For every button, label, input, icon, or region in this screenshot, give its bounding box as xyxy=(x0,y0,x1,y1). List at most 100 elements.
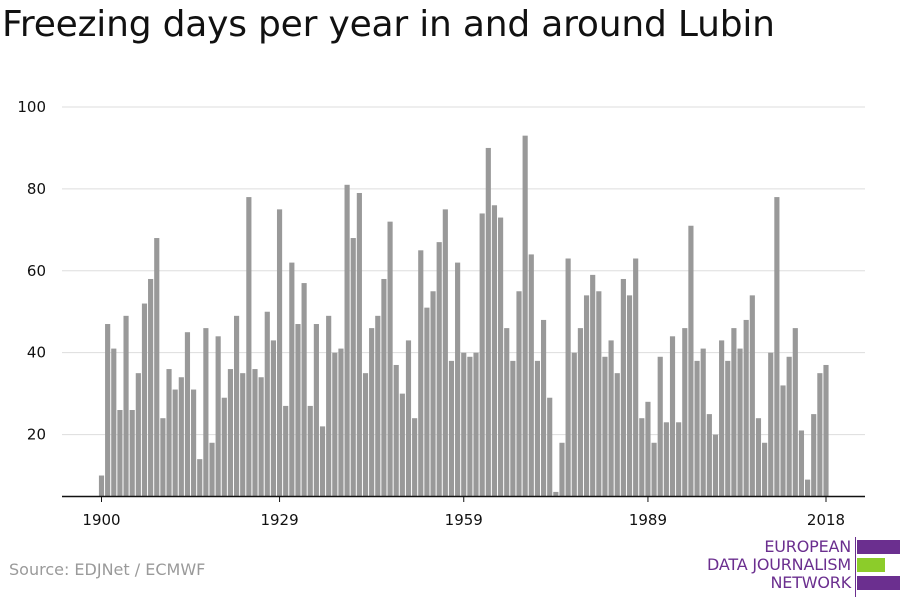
logo-line-1: EUROPEAN xyxy=(764,537,851,556)
y-tick-label: 100 xyxy=(17,98,46,116)
bar-1979 xyxy=(583,295,590,496)
bar-2009 xyxy=(768,352,774,496)
x-tick-label: 2018 xyxy=(807,511,845,529)
bar-1919 xyxy=(215,336,221,496)
x-tick-label: 1959 xyxy=(445,511,483,529)
bar-1974 xyxy=(553,491,559,496)
bar-1965 xyxy=(498,217,504,496)
bar-1930 xyxy=(283,405,289,496)
bar-1955 xyxy=(436,242,442,496)
bar-1960 xyxy=(467,356,473,496)
bar-1950 xyxy=(405,340,412,496)
bar-1928 xyxy=(270,340,276,496)
bar-1982 xyxy=(602,356,608,496)
bar-1938 xyxy=(332,352,338,496)
bar-1901 xyxy=(105,324,111,496)
bar-1967 xyxy=(510,360,516,496)
bar-1995 xyxy=(682,328,688,496)
bar-1969 xyxy=(522,135,528,497)
bar-1977 xyxy=(571,352,577,496)
bar-1986 xyxy=(626,295,633,496)
bar-1924 xyxy=(246,197,252,496)
bar-1992 xyxy=(663,422,669,496)
bar-1956 xyxy=(442,209,448,497)
bar-2011 xyxy=(780,385,786,496)
bar-1999 xyxy=(706,414,712,496)
bar-2018 xyxy=(823,364,829,496)
bar-1913 xyxy=(178,377,184,496)
bar-1990 xyxy=(651,442,657,496)
bar-1978 xyxy=(577,328,583,496)
y-tick-label: 80 xyxy=(27,180,46,198)
bar-1943 xyxy=(362,373,369,496)
bar-1944 xyxy=(369,328,375,496)
bar-1905 xyxy=(129,410,135,496)
bar-2008 xyxy=(762,442,768,496)
logo-bar-green xyxy=(857,558,885,572)
bar-1958 xyxy=(455,262,461,496)
bar-1984 xyxy=(614,373,620,496)
bar-1947 xyxy=(387,221,393,496)
bar-1907 xyxy=(141,303,148,496)
bar-1918 xyxy=(209,442,215,496)
bar-2004 xyxy=(737,348,743,496)
bar-1909 xyxy=(154,238,160,496)
y-tick-label: 40 xyxy=(27,344,46,362)
edjnet-logo[interactable]: EUROPEAN DATA JOURNALISM NETWORK xyxy=(700,537,900,597)
bar-1997 xyxy=(694,360,700,496)
bar-1959 xyxy=(461,352,467,496)
bar-1920 xyxy=(221,397,227,496)
bar-1934 xyxy=(307,405,313,496)
bar-1945 xyxy=(375,315,381,496)
y-tick-label: 60 xyxy=(27,262,46,280)
bar-1900 xyxy=(98,475,105,496)
x-tick-label: 1989 xyxy=(629,511,667,529)
bar-1983 xyxy=(608,340,614,496)
x-axis: 1900 1929 1959 1989 2018 xyxy=(62,495,865,529)
bar-1994 xyxy=(676,422,682,496)
bar-1942 xyxy=(356,192,362,496)
bar-2014 xyxy=(798,430,805,496)
bar-2006 xyxy=(749,295,755,496)
bar-1936 xyxy=(319,426,326,496)
bar-2012 xyxy=(786,356,792,496)
bar-1970 xyxy=(528,254,534,496)
bar-1980 xyxy=(590,274,596,496)
logo-divider xyxy=(855,537,856,597)
bar-1971 xyxy=(534,360,541,496)
bar-1973 xyxy=(547,397,553,496)
source-note: Source: EDJNet / ECMWF xyxy=(9,560,206,579)
bar-1989 xyxy=(645,401,651,496)
bar-1985 xyxy=(620,278,626,496)
bar-1927 xyxy=(264,311,270,496)
logo-line-2: DATA JOURNALISM xyxy=(707,555,851,574)
bar-2005 xyxy=(743,319,749,496)
bar-1952 xyxy=(418,250,424,496)
bar-1957 xyxy=(448,360,455,496)
bar-1951 xyxy=(412,418,418,496)
logo-line-3: NETWORK xyxy=(770,573,852,592)
bar-2016 xyxy=(811,414,817,496)
bar-1921 xyxy=(227,369,234,496)
bar-1926 xyxy=(258,377,264,496)
bar-1953 xyxy=(424,307,430,496)
bar-1903 xyxy=(117,410,123,496)
bar-1988 xyxy=(639,418,645,496)
bar-1932 xyxy=(295,324,301,496)
bar-1911 xyxy=(166,369,172,496)
bar-2007 xyxy=(755,418,762,496)
logo-bar-purple-top xyxy=(857,540,900,554)
bar-1931 xyxy=(289,262,295,496)
bar-1933 xyxy=(301,283,307,496)
bar-1922 xyxy=(233,315,240,496)
bar-1941 xyxy=(350,238,356,496)
y-tick-label: 20 xyxy=(27,426,46,444)
bar-1987 xyxy=(633,258,639,496)
bar-2010 xyxy=(774,197,780,496)
bar-1948 xyxy=(393,364,399,496)
bar-1991 xyxy=(657,356,663,496)
bar-1940 xyxy=(344,184,350,497)
bar-1908 xyxy=(148,278,154,496)
bar-1946 xyxy=(381,278,387,496)
bar-1914 xyxy=(184,332,191,496)
